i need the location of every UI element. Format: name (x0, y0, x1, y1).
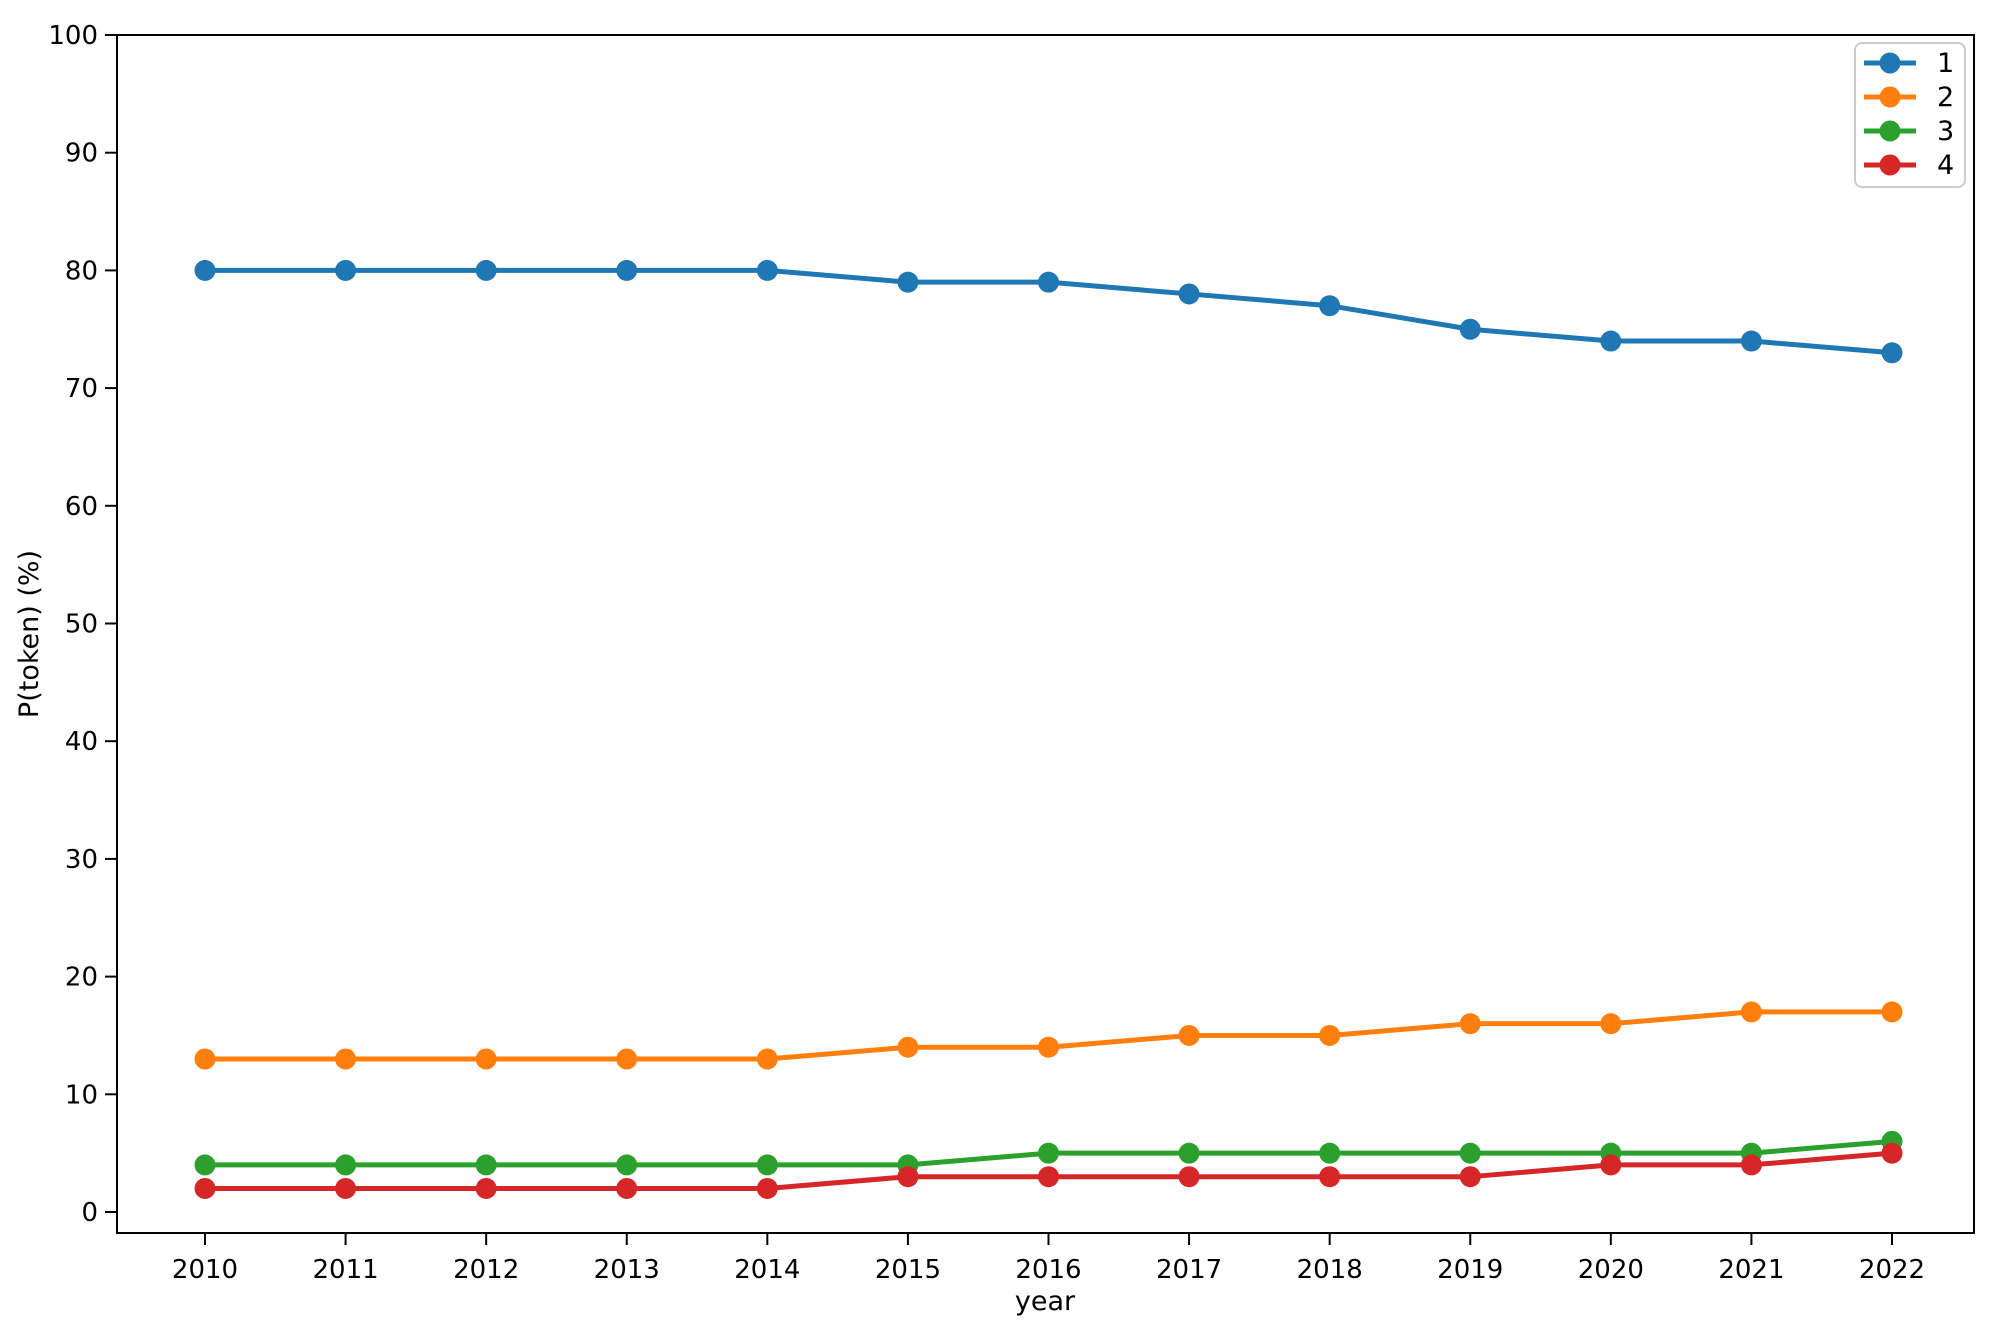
legend-marker-icon (1879, 120, 1901, 142)
x-tick-label: 2015 (875, 1255, 941, 1285)
x-tick-label: 2014 (734, 1255, 800, 1285)
x-tick-label: 2020 (1578, 1255, 1644, 1285)
legend-label: 3 (1937, 116, 1954, 147)
x-tick-label: 2012 (453, 1255, 519, 1285)
y-tick-label: 50 (65, 610, 98, 640)
series-4-marker (194, 1177, 216, 1199)
series-2-marker (756, 1048, 778, 1070)
series-layer (194, 259, 1903, 1199)
series-3-marker (1178, 1142, 1200, 1164)
series-1-marker (475, 259, 497, 281)
series-4-marker (335, 1177, 357, 1199)
series-2-marker (1319, 1024, 1341, 1046)
y-tick-label: 90 (65, 139, 98, 169)
series-3-marker (335, 1154, 357, 1176)
series-1-marker (335, 259, 357, 281)
x-tick-label: 2019 (1437, 1255, 1503, 1285)
series-1-marker (1881, 342, 1903, 364)
series-4-marker (475, 1177, 497, 1199)
series-2-marker (475, 1048, 497, 1070)
series-2-marker (616, 1048, 638, 1070)
series-4-marker (1178, 1166, 1200, 1188)
series-3-marker (1037, 1142, 1059, 1164)
series-2-marker (335, 1048, 357, 1070)
x-tick-label: 2021 (1718, 1255, 1784, 1285)
series-3-marker (194, 1154, 216, 1176)
y-tick-label: 70 (65, 374, 98, 404)
series-4-marker (1881, 1142, 1903, 1164)
series-1-marker (1037, 271, 1059, 293)
x-tick-label: 2022 (1859, 1255, 1925, 1285)
y-tick-label: 80 (65, 256, 98, 286)
x-tick-label: 2017 (1156, 1255, 1222, 1285)
y-axis-ticks: 0 10 20 30 40 50 60 70 80 90 100 (48, 21, 117, 1228)
series-2-marker (1178, 1024, 1200, 1046)
y-tick-label: 20 (65, 963, 98, 993)
legend-item-2: 2 (1864, 82, 1954, 113)
series-1-marker (194, 259, 216, 281)
legend-label: 2 (1937, 82, 1954, 113)
series-2 (194, 1001, 1903, 1070)
series-4-marker (1600, 1154, 1622, 1176)
series-2-marker (1600, 1013, 1622, 1035)
series-1 (194, 259, 1903, 364)
legend-marker-icon (1879, 86, 1901, 108)
legend-item-3: 3 (1864, 116, 1954, 147)
y-tick-label: 60 (65, 492, 98, 522)
x-tick-label: 2016 (1015, 1255, 1081, 1285)
legend-marker-icon (1879, 154, 1901, 176)
series-4-marker (1459, 1166, 1481, 1188)
legend-item-1: 1 (1864, 48, 1954, 79)
series-2-marker (1459, 1013, 1481, 1035)
series-2-marker (1037, 1036, 1059, 1058)
series-2-marker (1740, 1001, 1762, 1023)
y-tick-label: 10 (65, 1080, 98, 1110)
y-tick-label: 0 (81, 1198, 98, 1228)
series-1-marker (1600, 330, 1622, 352)
legend-label: 4 (1937, 150, 1954, 181)
series-1-marker (1459, 318, 1481, 340)
series-1-marker (1178, 283, 1200, 305)
y-tick-label: 30 (65, 845, 98, 875)
x-axis-label: year (1015, 1286, 1076, 1317)
legend-frame (1854, 42, 1966, 188)
series-4-marker (897, 1166, 919, 1188)
x-tick-label: 2010 (172, 1255, 238, 1285)
series-1-marker (616, 259, 638, 281)
legend-marker-icon (1879, 52, 1901, 74)
y-tick-label: 40 (65, 727, 98, 757)
series-4-marker (1319, 1166, 1341, 1188)
x-axis-ticks: 2010 2011 2012 2013 2014 2015 2016 2017 2018 2019… (172, 1233, 1925, 1285)
x-tick-label: 2011 (312, 1255, 378, 1285)
series-4-marker (1740, 1154, 1762, 1176)
series-4 (194, 1142, 1903, 1199)
series-2-marker (194, 1048, 216, 1070)
legend-label: 1 (1937, 48, 1954, 79)
y-tick-label: 100 (48, 21, 98, 51)
plot-border (116, 34, 1975, 1234)
legend-item-4: 4 (1864, 150, 1954, 181)
x-tick-label: 2018 (1297, 1255, 1363, 1285)
series-1-marker (756, 259, 778, 281)
x-tick-label: 2013 (594, 1255, 660, 1285)
series-3-marker (616, 1154, 638, 1176)
series-2-marker (897, 1036, 919, 1058)
series-3-marker (756, 1154, 778, 1176)
series-2-marker (1881, 1001, 1903, 1023)
series-3-marker (1459, 1142, 1481, 1164)
series-3-marker (475, 1154, 497, 1176)
series-4-marker (756, 1177, 778, 1199)
series-1-marker (1740, 330, 1762, 352)
series-4-marker (616, 1177, 638, 1199)
series-1-marker (897, 271, 919, 293)
y-axis-label: P(token) (%) (14, 550, 45, 718)
series-1-marker (1319, 295, 1341, 317)
series-3-marker (1319, 1142, 1341, 1164)
series-4-marker (1037, 1166, 1059, 1188)
